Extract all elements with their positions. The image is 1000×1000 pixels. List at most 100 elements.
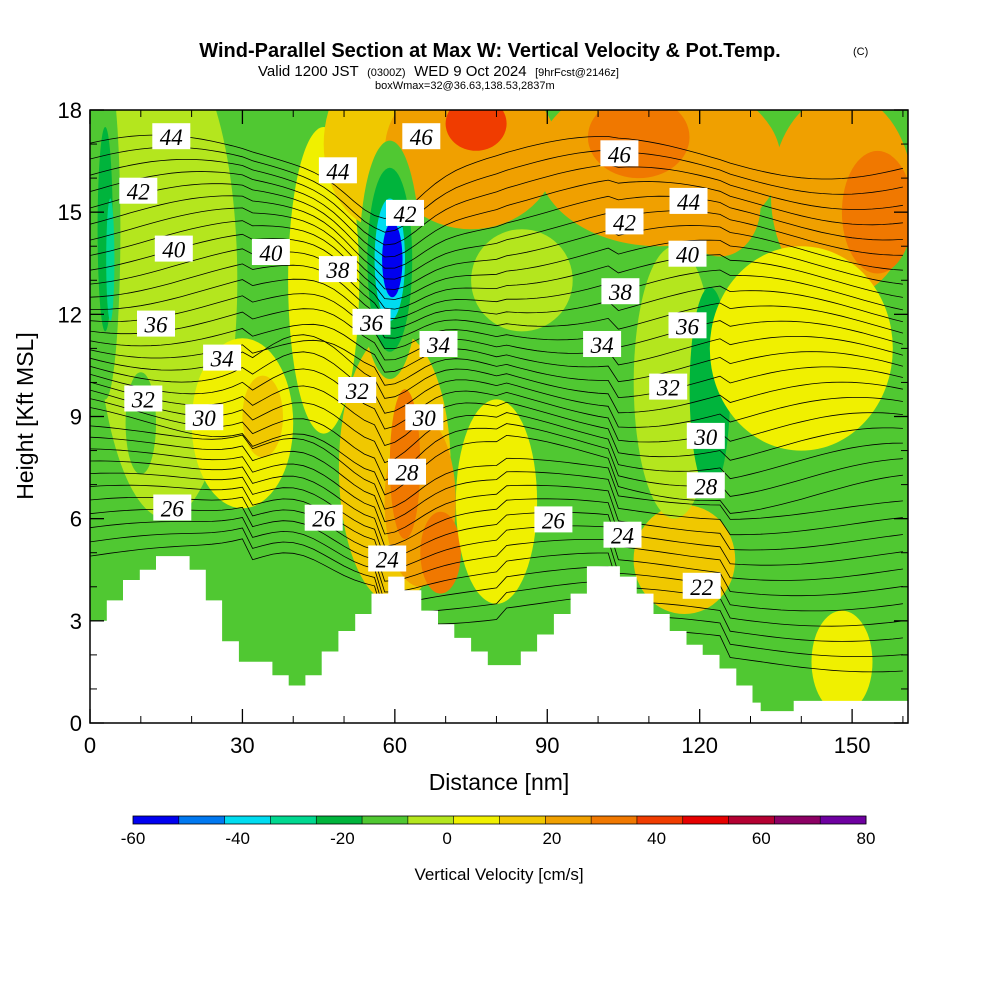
velocity-cell-18: [455, 399, 538, 604]
contour-label-2: 42: [119, 177, 158, 205]
contour-label-5: 34: [203, 344, 242, 372]
theta-contour-12: [90, 407, 903, 514]
contour-label-text: 36: [359, 311, 384, 336]
velocity-cell-19: [811, 610, 873, 713]
contour-label-27: 38: [601, 278, 640, 305]
title-copyright-mark: (C): [853, 46, 868, 58]
contour-label-box: [318, 157, 357, 184]
contour-label-text: 44: [326, 159, 349, 184]
contour-label-28: 36: [668, 312, 707, 339]
contour-label-15: 34: [419, 331, 458, 358]
contour-label-text: 34: [426, 333, 450, 358]
contour-label-box: [649, 373, 688, 400]
contour-label-text: 32: [345, 379, 369, 404]
contour-label-text: 30: [693, 425, 718, 450]
colorbar-tick-label: 0: [442, 829, 451, 848]
contour-label-text: 24: [376, 548, 399, 573]
theta-contour-22: [90, 293, 904, 349]
theta-contour-25: [90, 248, 903, 320]
contour-label-20: 24: [368, 545, 407, 573]
y-tick-label-6: 6: [70, 507, 82, 532]
theta-contour-20: [90, 323, 904, 383]
velocity-cell-8: [679, 154, 761, 257]
colorbar-swatch-6: [362, 816, 409, 824]
contour-label-box: [686, 472, 725, 499]
theta-contour-34: [90, 134, 903, 219]
contour-label-box: [388, 458, 426, 485]
contour-label-text: 36: [144, 313, 169, 338]
contour-label-box: [154, 235, 193, 262]
theta-contour-3: [90, 517, 903, 642]
colorbar-swatch-9: [499, 816, 546, 824]
colorbar-swatch-14: [728, 816, 775, 824]
colorbar-swatch-10: [545, 816, 592, 824]
contour-label-text: 34: [210, 347, 234, 372]
contour-label-19: 26: [304, 504, 343, 532]
contour-label-text: 30: [192, 406, 217, 431]
contour-label-32: 28: [686, 472, 725, 499]
theta-contour-7: [90, 472, 903, 581]
contour-label-text: 26: [542, 508, 566, 533]
contour-label-11: 46: [402, 123, 441, 150]
contour-label-box: [124, 385, 163, 412]
contour-label-1: 44: [152, 123, 191, 150]
colorbar-tick-label: -20: [330, 829, 355, 848]
contour-label-text: 24: [611, 524, 634, 549]
colorbar-swatch-16: [820, 816, 867, 824]
contour-label-box: [669, 187, 708, 214]
contour-label-box: [405, 404, 444, 431]
contour-label-16: 32: [338, 377, 377, 404]
y-axis-label: Height [Kft MSL]: [12, 332, 38, 499]
contour-label-17: 30: [405, 404, 444, 431]
theta-contour-30: [90, 183, 903, 269]
contour-label-text: 32: [656, 376, 680, 401]
contour-label-text: 28: [396, 461, 420, 486]
y-tick-label-12: 12: [58, 302, 82, 327]
contour-label-text: 30: [412, 406, 437, 431]
theta-contour-8: [90, 460, 903, 566]
contour-label-12: 38: [318, 256, 357, 283]
chart-subtitle: Valid 1200 JST (0300Z) WED 9 Oct 2024 [9…: [258, 63, 619, 80]
contour-label-text: 22: [690, 575, 713, 600]
x-axis-label: Distance [nm]: [429, 769, 570, 795]
contour-label-22: 24: [603, 521, 642, 549]
terrain-mask: [90, 556, 908, 723]
y-tick-label-0: 0: [70, 711, 82, 736]
colorbar-swatch-15: [774, 816, 821, 824]
x-tick-label-150: 150: [834, 733, 871, 758]
y-tick-label-3: 3: [70, 609, 82, 634]
velocity-cell-33: [471, 229, 573, 332]
theta-contour-31: [90, 171, 903, 258]
contour-label-box: [668, 312, 707, 339]
velocity-cell-22: [106, 198, 115, 322]
subtitle-date: WED 9 Oct 2024: [414, 63, 527, 80]
theta-contour-14: [90, 389, 903, 480]
contour-label-box: [318, 256, 357, 283]
contour-label-text: 38: [325, 258, 350, 283]
contour-label-33: 22: [682, 572, 721, 600]
potential-temperature-contours: [90, 134, 904, 673]
contour-label-box: [119, 177, 158, 204]
contour-label-23: 46: [600, 140, 639, 167]
contour-label-text: 42: [394, 202, 417, 227]
contour-label-24: 42: [605, 208, 644, 235]
colorbar-swatch-13: [682, 816, 730, 824]
theta-contour-2: [90, 527, 903, 657]
chart-note-boxwmax: boxWmax=32@36.63,138.53,2837m: [375, 80, 555, 92]
theta-contour-9: [90, 448, 903, 551]
theta-contour-26: [90, 233, 903, 310]
contour-label-box: [368, 545, 407, 572]
velocity-cell-9: [841, 150, 908, 274]
contour-label-text: 44: [677, 190, 700, 215]
contour-label-box: [153, 494, 192, 521]
contour-label-4: 36: [137, 310, 175, 338]
theta-contour-1: [90, 538, 903, 673]
contour-label-box: [185, 404, 224, 431]
theta-contour-13: [90, 398, 903, 497]
contour-label-box: [203, 344, 242, 371]
contour-label-box: [600, 140, 639, 167]
theta-contour-27: [90, 220, 903, 300]
colorbar-tick-label: 60: [752, 829, 771, 848]
